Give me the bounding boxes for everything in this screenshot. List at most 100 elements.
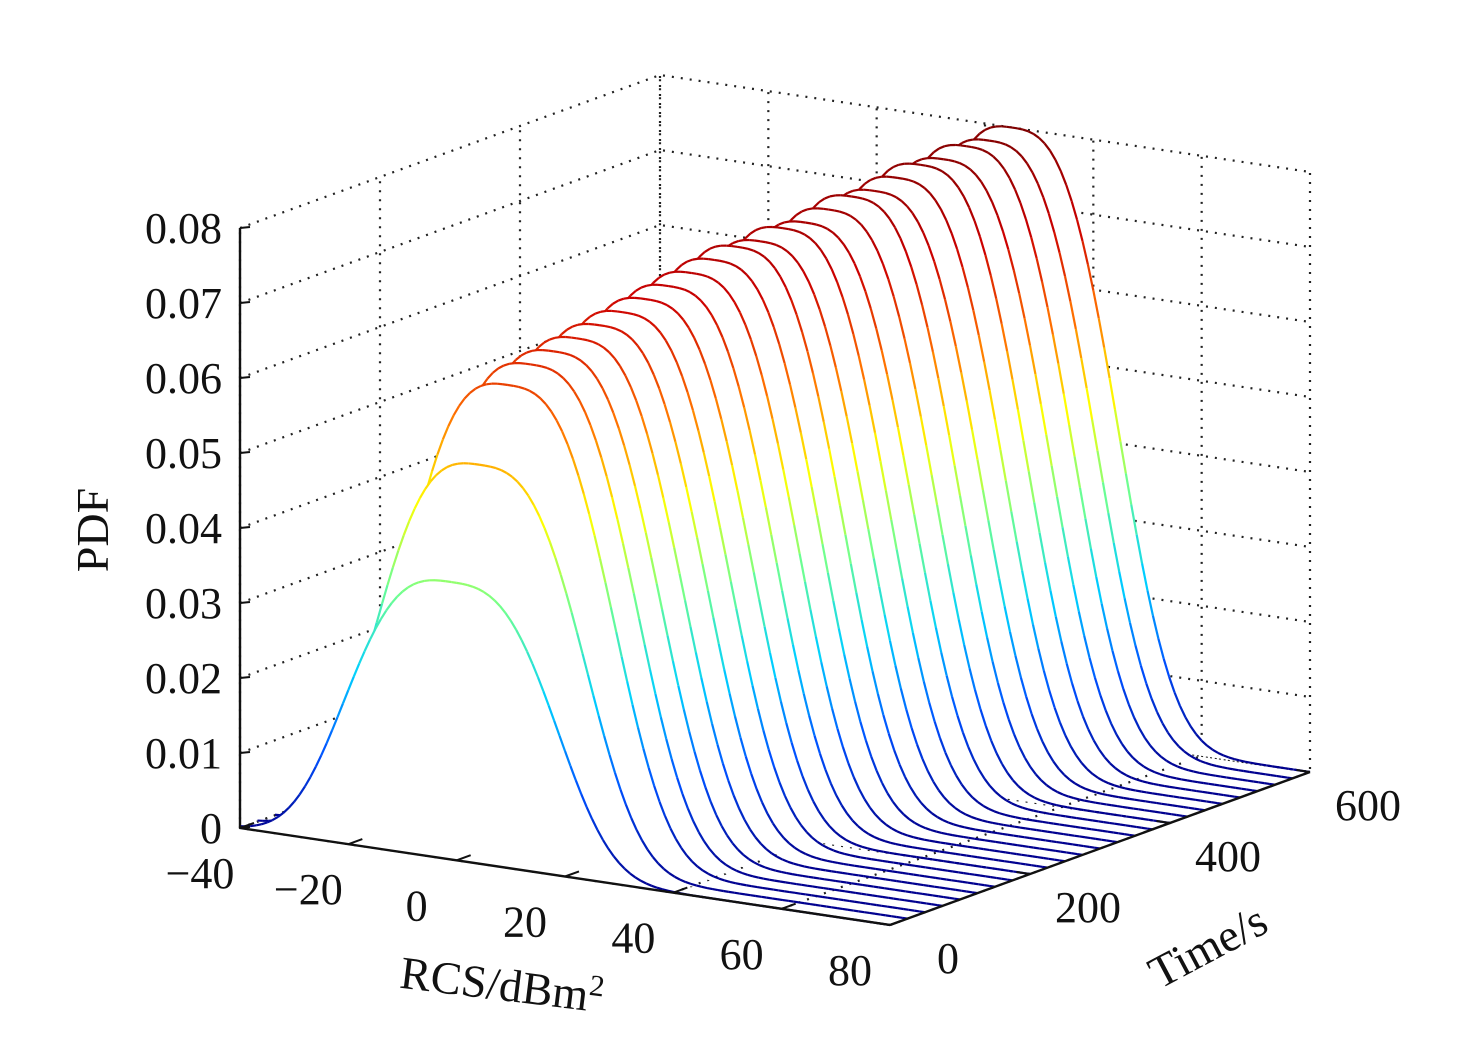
- mesh-segment: [875, 770, 884, 784]
- mesh-segment: [777, 898, 784, 902]
- mesh-segment: [1055, 849, 1061, 853]
- mesh-segment: [801, 208, 808, 213]
- mesh-segment: [667, 521, 676, 548]
- mesh-segment: [710, 314, 719, 326]
- mesh-segment: [842, 243, 851, 254]
- mesh-segment: [630, 817, 638, 831]
- z-axis-ticks: 00.010.020.030.040.050.060.070.08: [145, 204, 251, 853]
- mesh-segment: [778, 889, 785, 893]
- mesh-segment: [653, 785, 661, 803]
- mesh-segment: [753, 861, 761, 867]
- mesh-segment: [740, 883, 747, 887]
- mesh-segment: [772, 822, 780, 832]
- mesh-segment: [1195, 798, 1201, 802]
- mesh-segment: [878, 586, 886, 615]
- mesh-segment: [522, 487, 530, 497]
- mesh-segment: [851, 195, 858, 199]
- mesh-segment: [1041, 281, 1049, 308]
- mesh-segment: [870, 903, 877, 907]
- mesh-segment: [1160, 756, 1168, 762]
- mesh-segment: [565, 592, 573, 613]
- mesh-segment: [886, 373, 894, 401]
- mesh-segment: [795, 314, 804, 333]
- mesh-segment: [1085, 787, 1092, 792]
- mesh-segment: [1062, 393, 1071, 426]
- mesh-segment: [979, 874, 986, 878]
- mesh-segment: [905, 854, 911, 858]
- mesh-segment: [918, 183, 926, 189]
- mesh-segment: [812, 800, 820, 812]
- mesh-segment: [665, 738, 673, 760]
- mesh-segment: [868, 833, 875, 838]
- mesh-segment: [967, 881, 974, 885]
- mesh-segment: [921, 758, 929, 772]
- mesh-segment: [758, 876, 764, 880]
- mesh-segment: [800, 220, 806, 224]
- mesh-segment: [998, 578, 1006, 607]
- mesh-segment: [921, 856, 928, 860]
- mesh-segment: [1148, 768, 1156, 774]
- mesh-segment: [1048, 821, 1054, 825]
- mesh-segment: [652, 277, 660, 284]
- mesh-segment: [909, 899, 916, 903]
- mesh-segment: [1019, 677, 1028, 698]
- mesh-segment: [571, 458, 580, 476]
- mesh-segment: [1069, 301, 1077, 330]
- mesh-segment: [1043, 562, 1052, 591]
- mesh-segment: [967, 138, 974, 142]
- mesh-segment: [887, 166, 894, 172]
- mesh-segment: [1110, 813, 1116, 817]
- mesh-segment: [352, 663, 361, 678]
- mesh-segment: [885, 823, 893, 830]
- mesh-segment: [695, 884, 702, 888]
- mesh-segment: [969, 555, 978, 585]
- mesh-segment: [824, 195, 831, 200]
- mesh-segment: [495, 467, 502, 472]
- mesh-segment: [1205, 761, 1212, 766]
- mesh-segment: [375, 603, 384, 624]
- mesh-segment: [750, 773, 758, 790]
- mesh-segment: [951, 879, 958, 883]
- mesh-segment: [564, 352, 571, 356]
- mesh-segment: [796, 760, 804, 777]
- mesh-segment: [1141, 790, 1147, 794]
- z-tick-label: 0: [200, 804, 222, 853]
- mesh-segment: [828, 448, 836, 478]
- mesh-segment: [1142, 780, 1149, 784]
- y-tick-mark: [876, 921, 891, 926]
- mesh-segment: [782, 469, 790, 498]
- mesh-segment: [1126, 815, 1133, 819]
- mesh-segment: [879, 877, 886, 881]
- mesh-segment: [691, 409, 700, 431]
- mesh-segment: [895, 843, 902, 847]
- mesh-segment: [879, 460, 887, 491]
- mesh-segment: [987, 820, 994, 825]
- mesh-segment: [863, 798, 871, 809]
- mesh-segment: [1100, 603, 1109, 629]
- mesh-segment: [731, 244, 738, 248]
- mesh-segment: [735, 608, 743, 636]
- mesh-segment: [1094, 810, 1100, 814]
- mesh-segment: [977, 334, 986, 363]
- mesh-segment: [910, 727, 919, 745]
- mesh-segment: [1156, 711, 1164, 724]
- mesh-segment: [975, 584, 983, 612]
- mesh-segment: [503, 362, 510, 367]
- mesh-segment: [799, 850, 806, 855]
- mesh-segment: [852, 873, 859, 877]
- mesh-segment: [1103, 756, 1111, 765]
- mesh-segment: [693, 337, 701, 351]
- mesh-segment: [670, 349, 678, 363]
- mesh-segment: [956, 843, 963, 847]
- mesh-segment: [820, 661, 828, 687]
- mesh-segment: [641, 352, 650, 364]
- mesh-segment: [704, 786, 712, 803]
- mesh-segment: [1147, 781, 1154, 786]
- mesh-segment: [1209, 773, 1216, 777]
- mesh-segment: [1083, 808, 1089, 812]
- mesh-segment: [1039, 799, 1046, 804]
- mesh-segment: [566, 325, 574, 331]
- mesh-segment: [480, 383, 487, 387]
- mesh-segment: [906, 845, 913, 849]
- mesh-segment: [951, 696, 959, 717]
